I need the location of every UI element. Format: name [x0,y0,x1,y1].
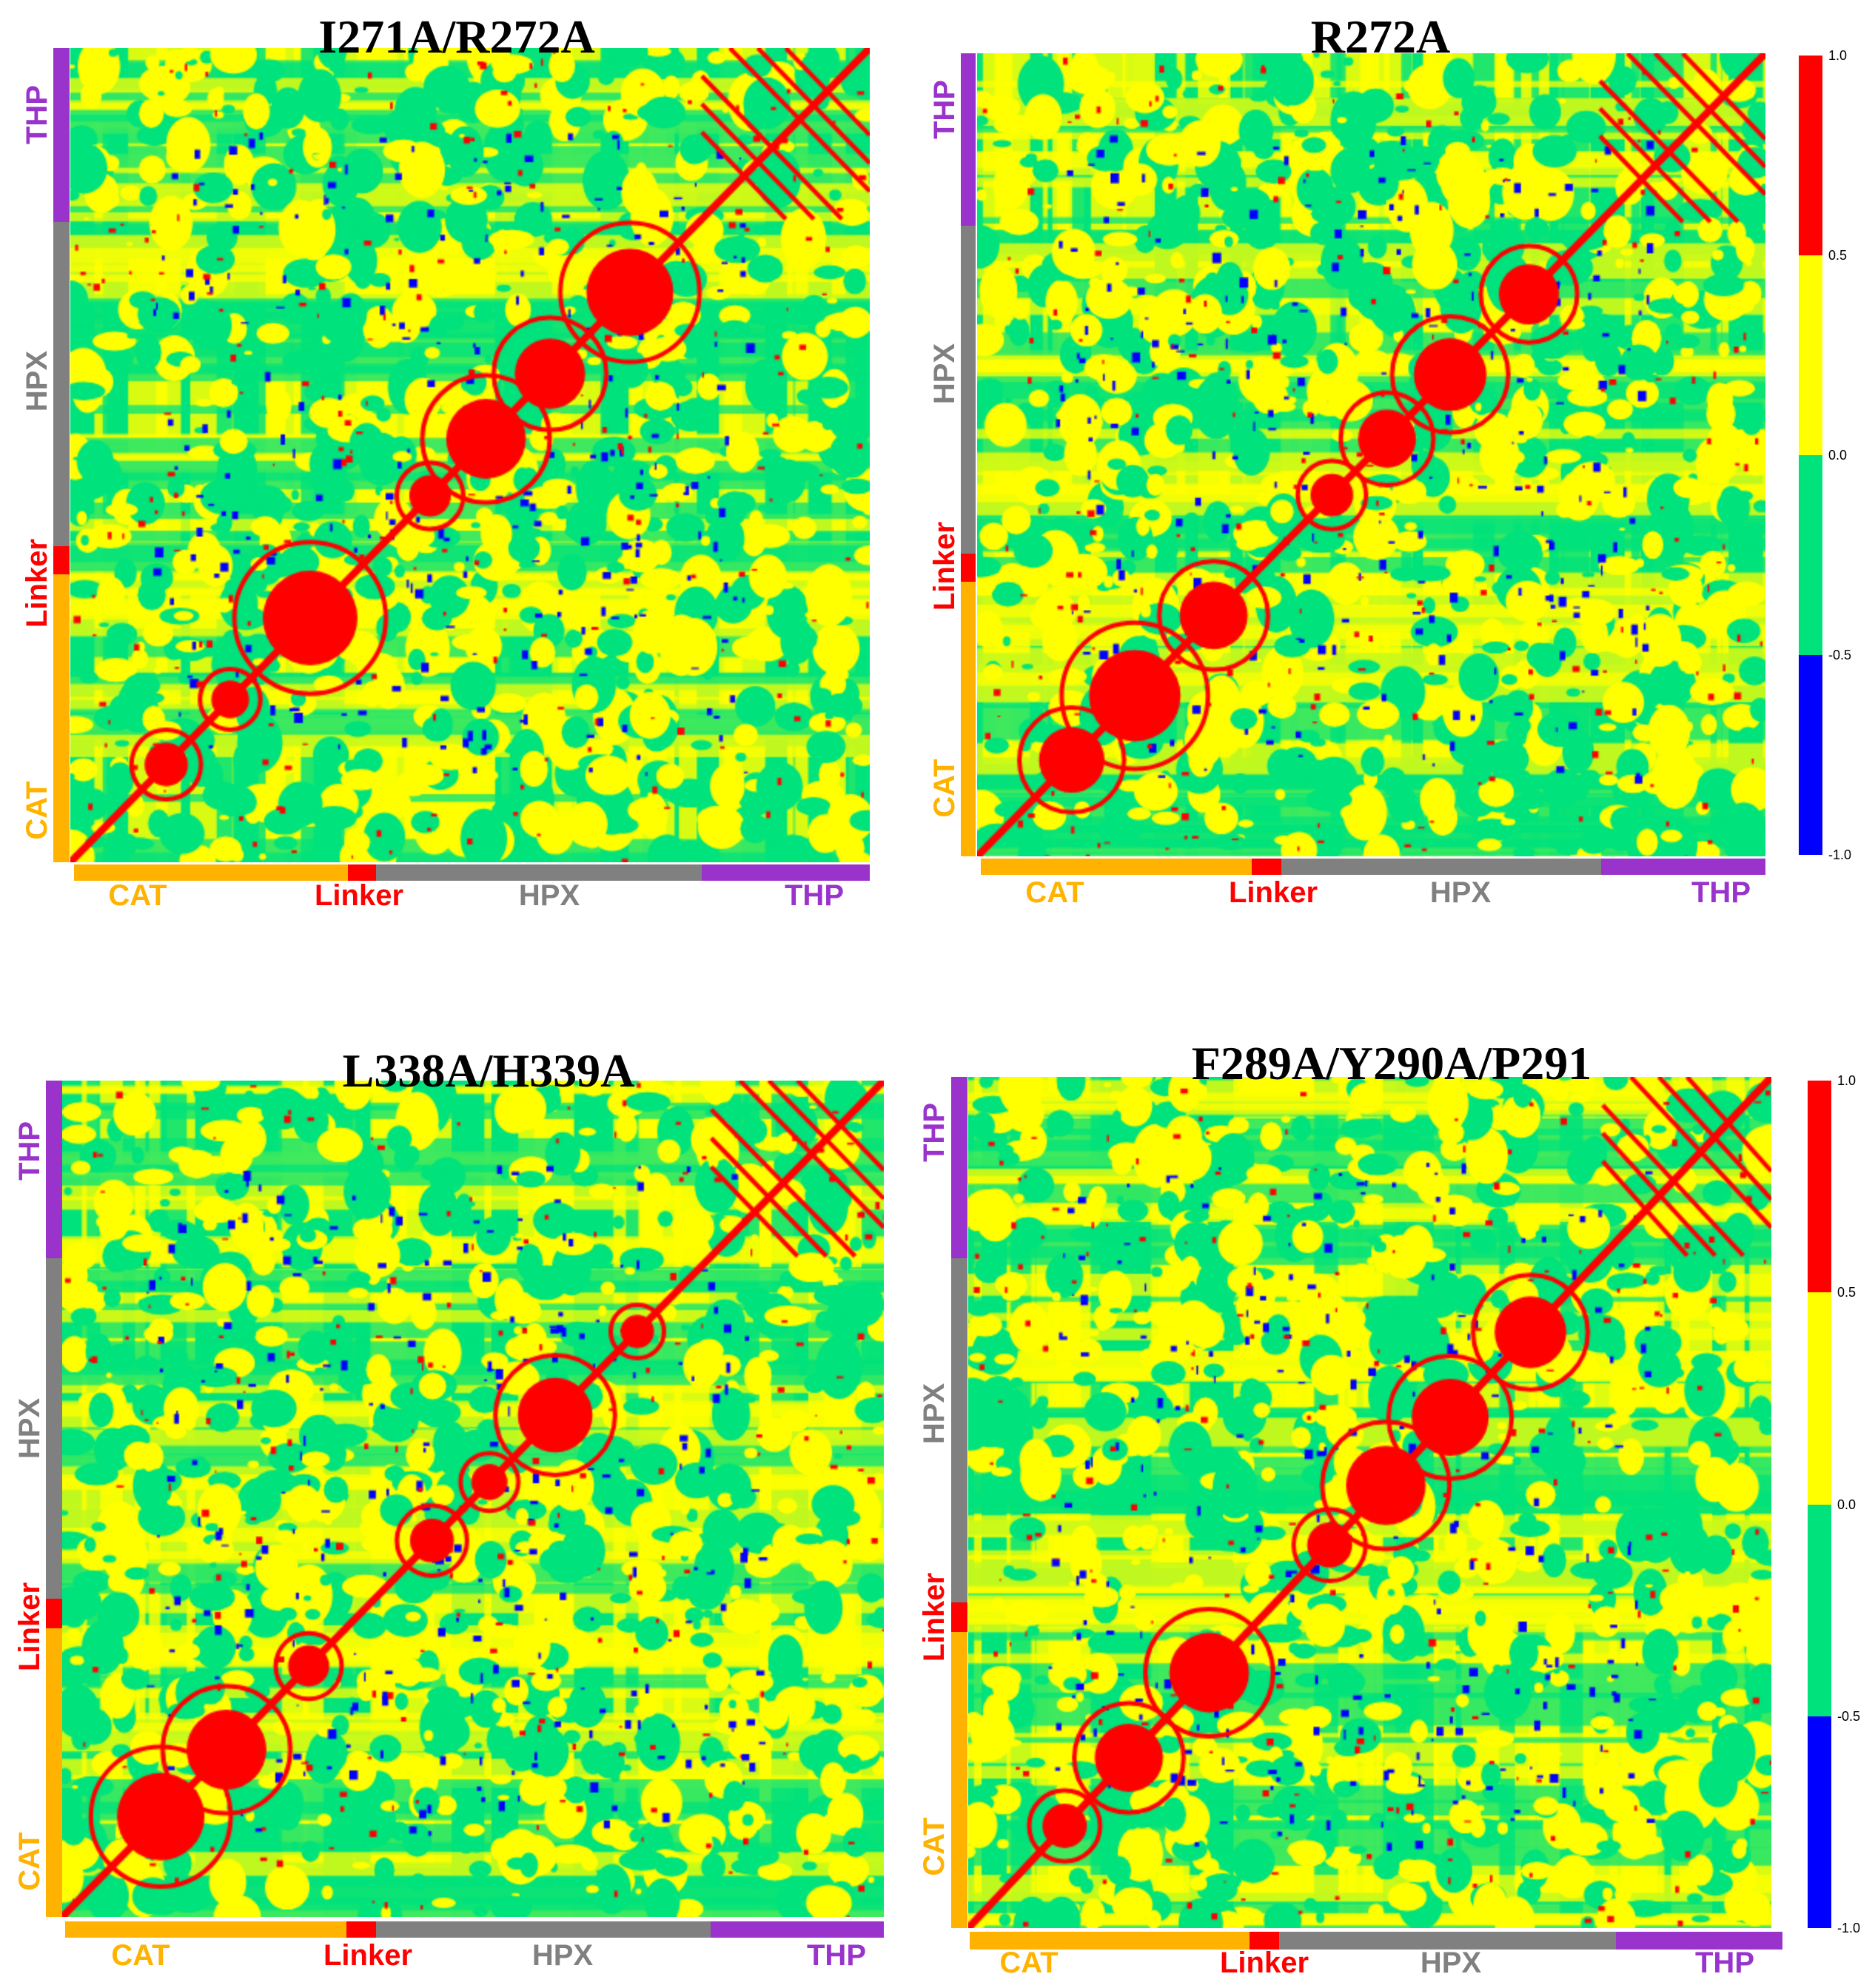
x-label-thp: THP [785,879,844,912]
y-label-thp: THP [21,85,53,144]
x-bar-linker [346,1921,376,1938]
colorbar-tick-3: 0.0 [1828,448,1848,463]
x-bar-thp [702,864,870,881]
panel-title: R272A [1310,10,1451,63]
x-label-hpx: HPX [531,1939,594,1972]
y-label-hpx: HPX [918,1383,950,1445]
x-bar-hpx [1279,1932,1616,1950]
colorbar-bin-green [1799,455,1822,655]
x-bar-thp [711,1921,884,1938]
colorbar-tick-5: -1.0 [1828,847,1852,862]
y-label-linker: Linker [918,1572,950,1662]
x-bar-linker [1250,1932,1279,1950]
y-bar-linker [46,1599,62,1628]
x-label-cat: CAT [1025,876,1084,909]
colorbar-bin-red [1808,1081,1831,1292]
x-bar-thp [1616,1932,1782,1950]
y-bar-thp [951,1077,967,1258]
panel-title: L338A/H339A [342,1044,635,1097]
heatmap-canvas [977,53,1765,856]
y-bar-cat [46,1628,62,1917]
x-label-thp: THP [1691,876,1751,909]
colorbar-tick-4: -0.5 [1837,1709,1861,1724]
colorbar-tick-2: 0.5 [1828,248,1848,263]
y-bar-thp [46,1081,62,1258]
y-bar-hpx [53,222,70,546]
y-label-hpx: HPX [928,343,961,405]
colorbar-bin-blue [1808,1716,1831,1928]
panel-title: I271A/R272A [318,10,595,63]
x-label-linker: Linker [314,879,404,912]
y-label-thp: THP [13,1121,46,1181]
y-label-linker: Linker [13,1582,46,1672]
y-label-cat: CAT [918,1817,950,1876]
colorbar-tick-2: 0.5 [1837,1285,1856,1300]
colorbar-bin-blue [1799,655,1822,855]
x-label-hpx: HPX [1420,1947,1482,1979]
colorbar [1808,1081,1831,1928]
x-label-thp: THP [807,1939,866,1972]
y-label-linker: Linker [928,521,961,611]
y-bar-linker [53,546,70,574]
x-bar-hpx [376,1921,711,1938]
colorbar-tick-4: -0.5 [1828,648,1852,662]
panel-title: F289A/Y290A/P291 [1191,1037,1592,1089]
x-bar-linker [348,864,376,881]
colorbar-bin-yellow [1808,1292,1831,1505]
y-label-cat: CAT [928,759,961,818]
colorbar-bin-yellow [1799,255,1822,455]
heatmap-canvas [70,48,870,862]
y-bar-cat [951,1632,967,1928]
heatmap-canvas [968,1077,1771,1928]
x-label-hpx: HPX [1429,876,1492,909]
y-bar-cat [53,574,70,862]
x-label-thp: THP [1695,1947,1754,1979]
y-label-linker: Linker [21,538,53,628]
y-bar-linker [961,554,976,582]
x-bar-linker [1252,859,1281,875]
x-label-cat: CAT [999,1947,1059,1979]
y-label-thp: THP [918,1103,950,1162]
y-label-thp: THP [928,80,961,139]
x-bar-cat [74,864,348,881]
x-bar-hpx [1281,859,1601,875]
y-bar-thp [961,53,976,226]
x-label-linker: Linker [1228,876,1318,909]
colorbar-tick-3: 0.0 [1837,1497,1856,1512]
y-bar-cat [961,582,976,856]
x-label-linker: Linker [323,1939,413,1972]
colorbar-bin-red [1799,56,1822,255]
x-label-linker: Linker [1219,1947,1309,1979]
colorbar-tick-1: 1.0 [1828,48,1848,63]
colorbar-tick-1: 1.0 [1837,1073,1856,1088]
colorbar [1799,56,1822,855]
y-label-cat: CAT [13,1832,46,1891]
colorbar-tick-5: -1.0 [1837,1921,1861,1935]
y-bar-linker [951,1602,967,1632]
x-bar-hpx [376,864,702,881]
y-label-cat: CAT [21,781,53,840]
x-bar-cat [970,1932,1250,1950]
x-label-cat: CAT [111,1939,170,1972]
y-bar-hpx [951,1258,967,1602]
x-bar-cat [981,859,1252,875]
y-label-hpx: HPX [13,1397,46,1460]
x-label-cat: CAT [108,879,167,912]
x-label-hpx: HPX [518,879,580,912]
colorbar-bin-green [1808,1505,1831,1716]
y-bar-thp [53,48,70,222]
y-bar-hpx [961,226,976,554]
y-label-hpx: HPX [21,350,53,412]
x-bar-cat [65,1921,346,1938]
y-bar-hpx [46,1258,62,1599]
heatmap-canvas [62,1081,884,1917]
x-bar-thp [1601,859,1765,875]
